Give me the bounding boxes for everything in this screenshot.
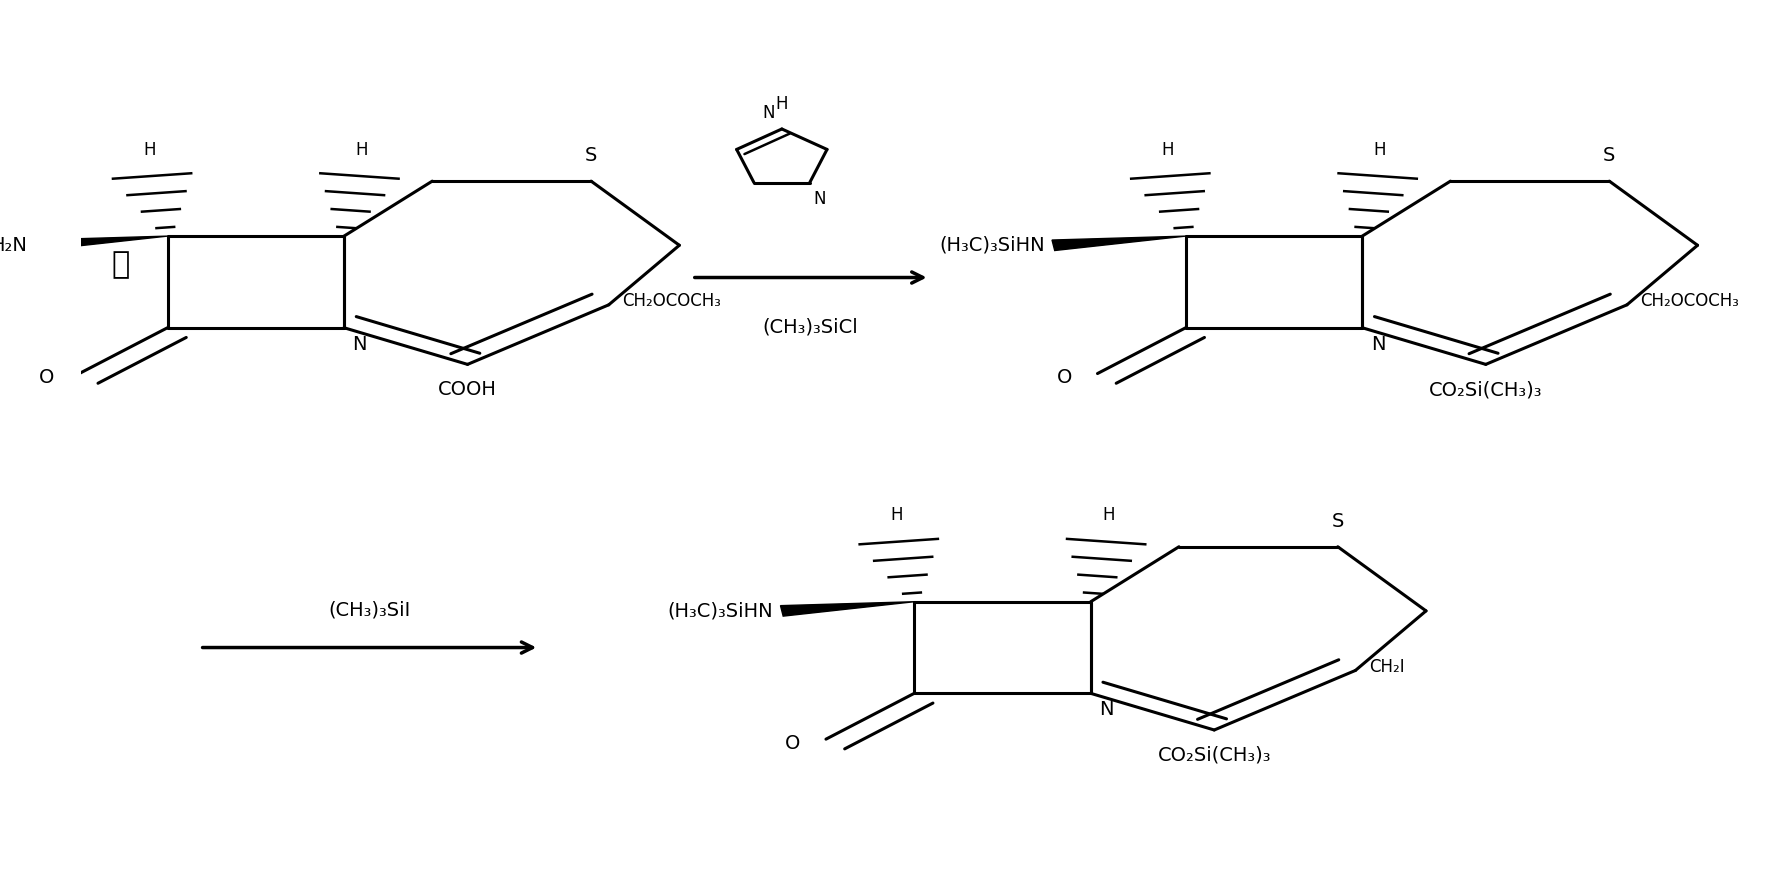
Text: N: N: [813, 189, 825, 208]
Text: (CH₃)₃SiI: (CH₃)₃SiI: [329, 600, 411, 619]
Text: CH₂OCOCH₃: CH₂OCOCH₃: [1641, 292, 1739, 310]
Text: H: H: [1102, 507, 1115, 524]
Text: CO₂Si(CH₃)₃: CO₂Si(CH₃)₃: [1157, 746, 1271, 765]
Polygon shape: [781, 602, 914, 616]
Text: N: N: [1371, 335, 1385, 354]
Text: H: H: [775, 95, 788, 113]
Text: CH₂I: CH₂I: [1369, 658, 1405, 676]
Text: CO₂Si(CH₃)₃: CO₂Si(CH₃)₃: [1430, 381, 1543, 399]
Text: H: H: [891, 507, 903, 524]
Text: CH₂OCOCH₃: CH₂OCOCH₃: [622, 292, 722, 310]
Text: 实: 实: [112, 250, 130, 278]
Text: H: H: [1161, 141, 1173, 159]
Text: COOH: COOH: [437, 381, 498, 399]
Text: H: H: [356, 141, 368, 159]
Text: H: H: [144, 141, 156, 159]
Text: N: N: [1099, 700, 1113, 720]
Text: S: S: [1332, 512, 1344, 531]
Text: O: O: [39, 368, 53, 388]
Text: (H₃C)₃SiHN: (H₃C)₃SiHN: [669, 602, 773, 620]
Polygon shape: [34, 236, 167, 250]
Text: (H₃C)₃SiHN: (H₃C)₃SiHN: [939, 236, 1045, 255]
Text: S: S: [585, 146, 597, 166]
Text: (CH₃)₃SiCl: (CH₃)₃SiCl: [763, 317, 859, 337]
Text: H₂N: H₂N: [0, 236, 27, 255]
Text: H: H: [1374, 141, 1387, 159]
Polygon shape: [1053, 236, 1186, 250]
Text: S: S: [1604, 146, 1616, 166]
Text: O: O: [786, 734, 800, 753]
Text: O: O: [1056, 368, 1072, 388]
Text: N: N: [352, 335, 366, 354]
Text: N: N: [763, 104, 775, 122]
